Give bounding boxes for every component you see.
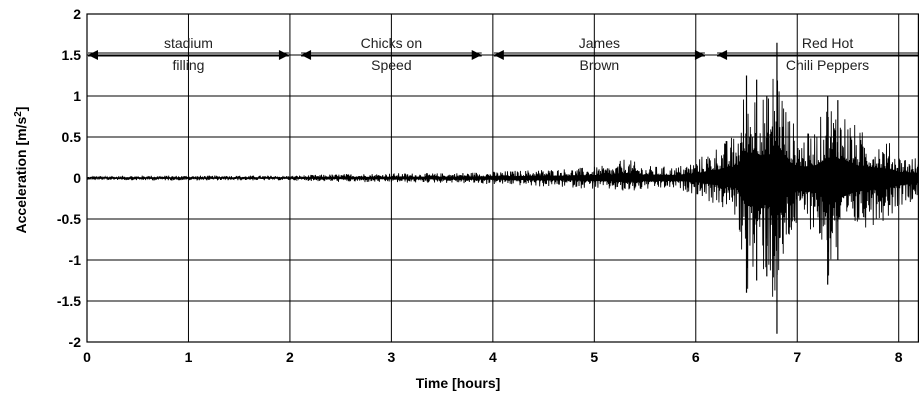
- x-axis-label: Time [hours]: [416, 375, 501, 391]
- y-axis-ticks: 2 1.5 1 0.5 0 -0.5 -1 -1.5 -2: [57, 6, 81, 350]
- segment-label-line1: Chicks on: [361, 35, 422, 51]
- segment-label-line1: stadium: [164, 35, 213, 51]
- y-tick-label: -1.5: [57, 293, 81, 309]
- segment-1: Chicks on Speed: [301, 35, 482, 73]
- y-tick-label: -2: [69, 334, 82, 350]
- arrowhead-left: [493, 50, 504, 60]
- x-tick-label: 4: [489, 349, 497, 365]
- segment-2: James Brown: [493, 35, 705, 73]
- arrowhead-right: [278, 50, 289, 60]
- y-axis-label-superscript: 2: [13, 111, 24, 117]
- segment-label-line1: Red Hot: [802, 35, 853, 51]
- segment-label-line2: Chili Peppers: [786, 57, 869, 73]
- y-axis-label: Acceleration [m/s2]: [13, 107, 30, 234]
- signal-trace: [86, 42, 919, 334]
- x-tick-label: 2: [286, 349, 294, 365]
- segment-label-line2: Speed: [371, 57, 411, 73]
- x-tick-label: 3: [387, 349, 395, 365]
- y-tick-label: 2: [73, 6, 81, 22]
- segment-3: Red Hot Chili Peppers: [717, 35, 918, 73]
- segment-label-line1: James: [579, 35, 620, 51]
- x-tick-label: 8: [895, 349, 903, 365]
- y-tick-label: 0.5: [62, 129, 82, 145]
- x-tick-label: 5: [590, 349, 598, 365]
- arrowhead-left: [88, 50, 98, 60]
- plot-frame: [86, 13, 919, 343]
- y-tick-label: 0: [73, 170, 81, 186]
- y-tick-label: -1: [69, 252, 82, 268]
- arrowhead-left: [301, 50, 312, 60]
- y-tick-label: 1.5: [62, 47, 82, 63]
- x-tick-label: 7: [793, 349, 801, 365]
- y-tick-label: 1: [73, 88, 81, 104]
- arrowhead-right: [471, 50, 482, 60]
- segment-0: stadium filling: [88, 35, 289, 73]
- x-tick-label: 6: [692, 349, 700, 365]
- segment-label-line2: filling: [173, 57, 205, 73]
- arrowhead-left: [717, 50, 728, 60]
- segment-label-line2: Brown: [580, 57, 620, 73]
- acceleration-series-line: [86, 78, 919, 297]
- x-axis-ticks: 0 1 2 3 4 5 6 7 8: [83, 349, 903, 365]
- arrowhead-right: [694, 50, 705, 60]
- y-tick-label: -0.5: [57, 211, 81, 227]
- x-tick-label: 1: [185, 349, 193, 365]
- x-tick-label: 0: [83, 349, 91, 365]
- event-segments: stadium filling Chicks on Speed James Brown Re…: [88, 35, 918, 73]
